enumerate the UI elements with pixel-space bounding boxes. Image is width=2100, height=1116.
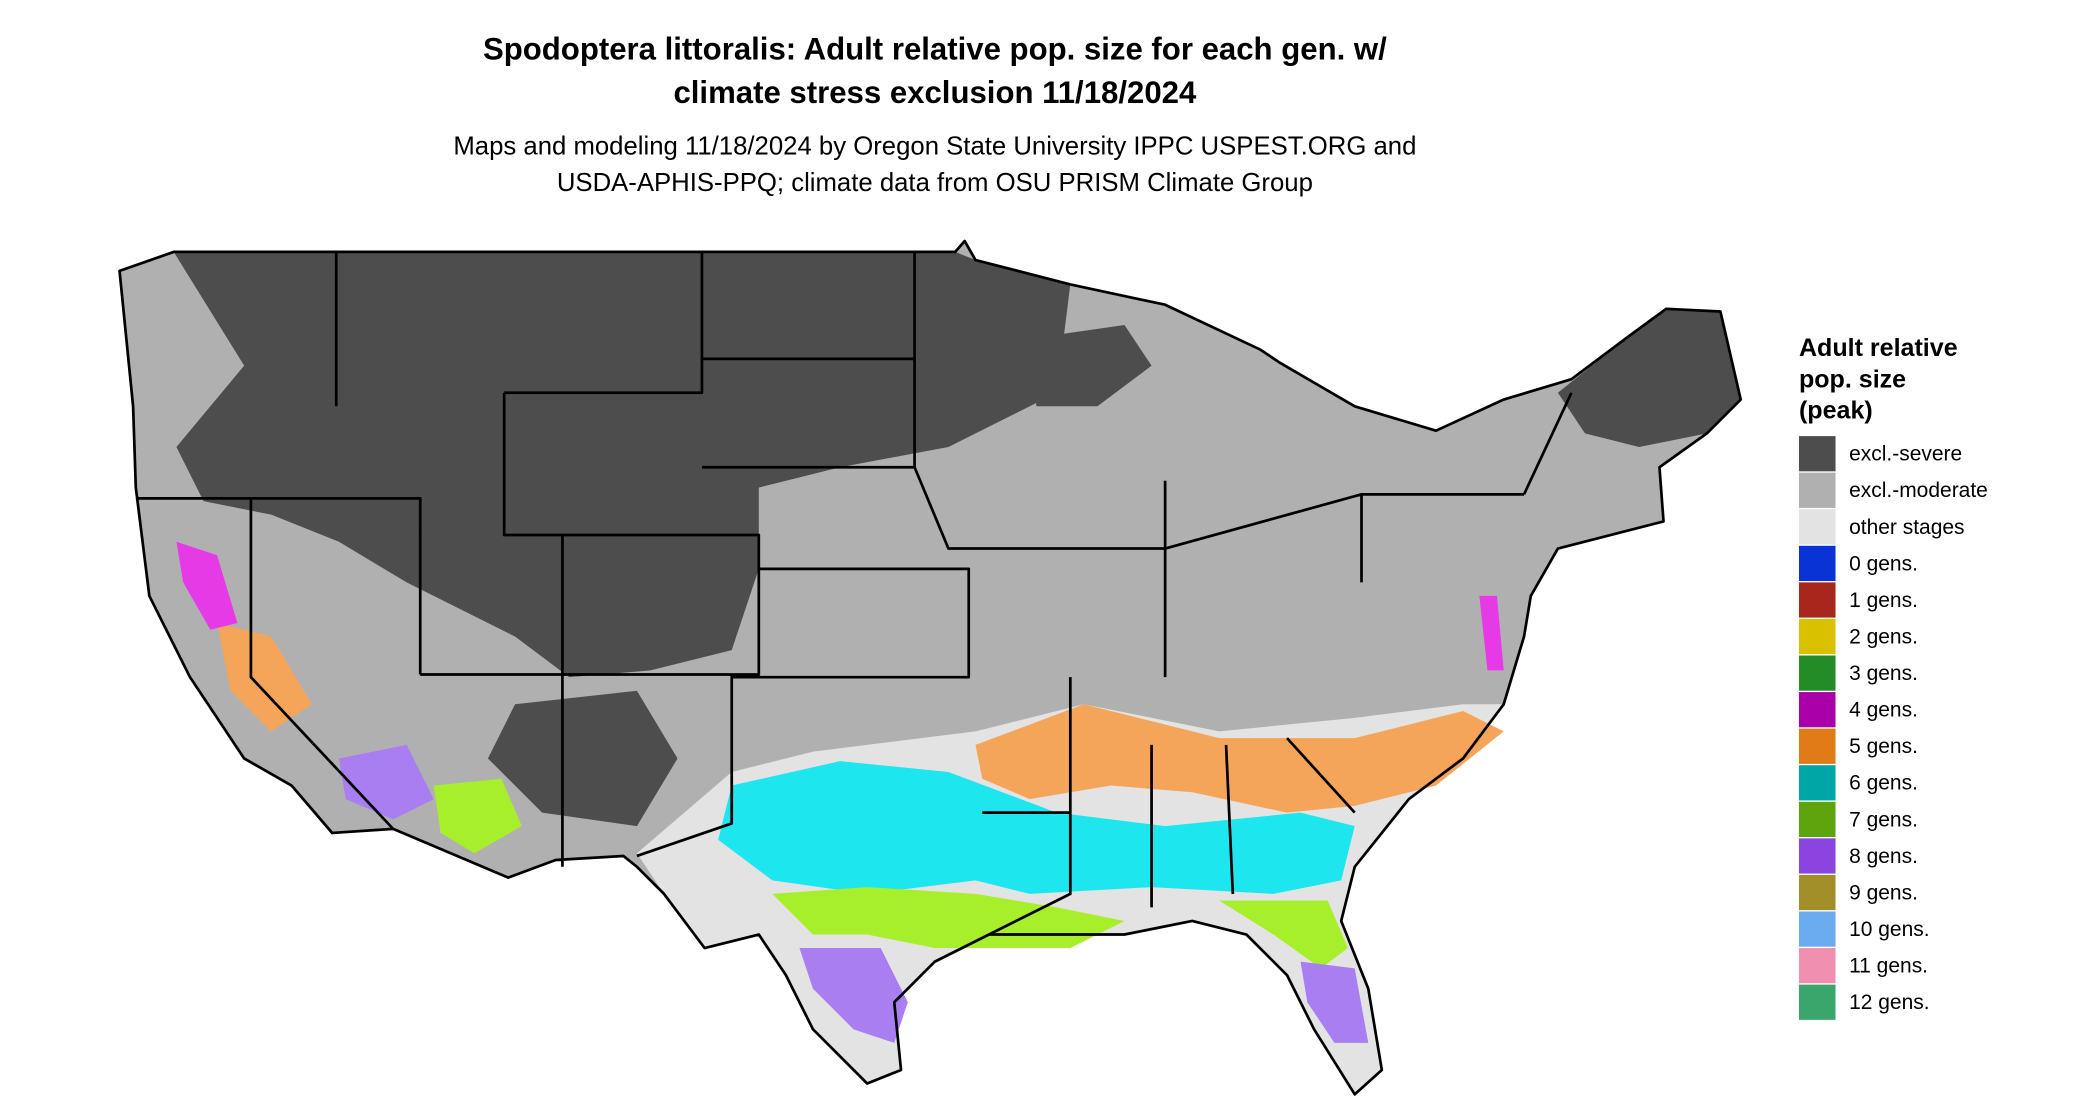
orange-zone [975, 704, 1504, 813]
severe-region [1557, 308, 1741, 447]
green-zone [433, 778, 522, 854]
legend-label: 1 gens. [1849, 589, 1918, 612]
legend-label: other stages [1849, 516, 1964, 539]
title: Spodoptera littoralis: Adult relative po… [483, 32, 1387, 67]
legend-title: Adult relative [1799, 334, 1958, 362]
legend-swatch [1798, 692, 1836, 728]
legend-label: 11 gens. [1849, 955, 1928, 978]
state-borders [118, 239, 1743, 1096]
legend-label: 2 gens. [1849, 625, 1918, 648]
legend-swatch [1798, 545, 1836, 582]
magenta-zone [176, 541, 238, 630]
legend-label: 10 gens. [1849, 918, 1930, 941]
purple-zone [338, 744, 434, 820]
legend-label: excl.-moderate [1849, 479, 1988, 502]
severe-region [487, 690, 678, 827]
orange-zone [217, 623, 312, 732]
legend: Adult relative pop. size (peak) excl.-sever… [1798, 334, 1988, 1020]
legend-swatch [1798, 436, 1836, 472]
title: climate stress exclusion 11/18/2024 [673, 75, 1197, 110]
legend-label: 5 gens. [1849, 735, 1918, 758]
legend-label: 6 gens. [1849, 772, 1918, 795]
legend-label: 4 gens. [1849, 699, 1918, 722]
severe-region [1029, 325, 1152, 407]
titles: Spodoptera littoralis: Adult relative po… [453, 32, 1416, 197]
legend-label: 8 gens. [1849, 845, 1918, 868]
legend-label: 9 gens. [1849, 881, 1918, 904]
subtitle: USDA-APHIS-PPQ; climate data from OSU PR… [557, 169, 1313, 197]
legend-swatch [1798, 801, 1836, 837]
legend-swatch [1798, 911, 1836, 947]
purple-zone [799, 948, 908, 1043]
legend-swatch [1798, 838, 1836, 874]
legend-title: (peak) [1799, 397, 1873, 425]
green-zone [772, 887, 1125, 949]
cyan-zone [718, 761, 1355, 894]
purple-zone [1300, 961, 1369, 1043]
legend-swatch [1798, 874, 1836, 911]
legend-swatch [1798, 728, 1836, 764]
legend-swatch [1798, 582, 1836, 618]
map [118, 239, 1743, 1096]
legend-swatch [1798, 655, 1836, 691]
magenta-zone [1479, 595, 1504, 671]
legend-swatch [1798, 984, 1836, 1020]
legend-label: 3 gens. [1849, 662, 1918, 685]
legend-swatch [1798, 618, 1836, 655]
legend-label: 0 gens. [1849, 552, 1918, 575]
legend-label: 7 gens. [1849, 808, 1918, 831]
legend-label: 12 gens. [1849, 991, 1930, 1014]
legend-swatch [1798, 948, 1836, 984]
subtitle: Maps and modeling 11/18/2024 by Oregon S… [453, 132, 1416, 160]
legend-label: excl.-severe [1849, 443, 1962, 466]
legend-swatch [1798, 509, 1836, 545]
legend-swatch [1798, 472, 1836, 508]
legend-title: pop. size [1799, 365, 1906, 393]
legend-swatch [1798, 765, 1836, 801]
green-zone [1219, 900, 1348, 969]
